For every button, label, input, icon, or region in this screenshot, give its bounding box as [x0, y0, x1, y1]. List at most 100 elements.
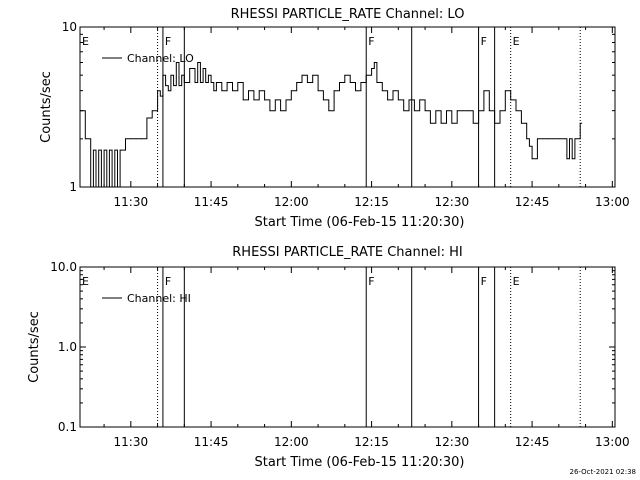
data-point [232, 90, 233, 92]
data-point [111, 186, 113, 188]
data-point [403, 110, 405, 112]
data-point [183, 82, 185, 83]
data-point [387, 99, 389, 101]
legend-label: Channel: LO [127, 52, 194, 65]
data-point [202, 68, 204, 69]
data-point [317, 90, 319, 92]
data-point [151, 110, 153, 112]
x-tick-label: 13:00 [595, 435, 630, 449]
y-axis-label: Counts/sec [39, 71, 54, 143]
data-point [84, 138, 86, 140]
data-point [413, 110, 415, 112]
data-point [446, 110, 447, 112]
data-point [242, 99, 244, 101]
data-point [90, 186, 92, 188]
data-point [170, 74, 172, 76]
data-point [333, 90, 335, 92]
data-point [79, 110, 81, 112]
data-point [483, 90, 485, 92]
data-point [537, 138, 538, 140]
x-tick-label: 12:30 [435, 195, 470, 209]
data-point [339, 82, 340, 83]
data-point [440, 122, 442, 124]
x-tick-label: 11:30 [114, 195, 149, 209]
data-point [114, 149, 116, 151]
data-point [301, 74, 303, 76]
data-point [312, 74, 314, 76]
panel-lo-channel: RHESSI PARTICLE_RATE Channel: LO 11:30 11:… [39, 7, 630, 230]
data-point [430, 122, 431, 124]
data-point [210, 82, 212, 83]
x-tick-label: 11:45 [194, 195, 229, 209]
data-point [520, 122, 522, 124]
data-point [221, 90, 223, 92]
data-point [510, 99, 512, 101]
data-point [435, 110, 437, 112]
data-point [269, 110, 271, 112]
data-point [159, 95, 161, 97]
data-point [208, 74, 209, 76]
panel-hi-channel: RHESSI PARTICLE_RATE Channel: HI 11:30 11:… [27, 245, 630, 470]
data-point [478, 110, 479, 112]
x-tick-label: 12:15 [354, 195, 389, 209]
chart-title: RHESSI PARTICLE_RATE Channel: LO [231, 7, 465, 22]
data-point [392, 90, 394, 92]
data-point [258, 90, 260, 92]
x-tick-label: 12:45 [515, 195, 550, 209]
data-point [456, 110, 458, 112]
data-point [189, 68, 191, 69]
data-point [504, 90, 506, 92]
data-point [141, 138, 142, 140]
data-point [488, 110, 490, 112]
data-point [515, 110, 517, 112]
data-point [344, 74, 346, 76]
x-tick-label: 12:30 [435, 435, 470, 449]
data-point [117, 186, 118, 188]
data-point [451, 122, 453, 124]
data-point [248, 90, 249, 92]
data-point [424, 110, 426, 112]
data-point [571, 158, 573, 160]
data-point [101, 186, 102, 188]
plot-frame [79, 26, 616, 188]
data-point [285, 99, 287, 101]
data-point [167, 90, 169, 92]
data-point [376, 82, 378, 83]
data-point [328, 110, 330, 112]
data-point [135, 138, 137, 140]
data-point [381, 90, 383, 92]
data-point [103, 149, 105, 151]
data-point [397, 99, 399, 101]
data-point [499, 110, 501, 112]
data-point [360, 82, 362, 83]
event-marker-e: E [513, 35, 520, 48]
data-point [173, 85, 175, 87]
data-point [162, 74, 164, 76]
data-point [467, 110, 469, 112]
event-marker-e: E [82, 35, 89, 48]
data-point [371, 68, 372, 69]
chart-title: RHESSI PARTICLE_RATE Channel: HI [232, 245, 462, 260]
x-tick-label: 11:30 [114, 435, 149, 449]
y-tick-label: 1 [69, 180, 77, 194]
data-point [106, 186, 108, 188]
data-point [296, 82, 298, 83]
data-point [213, 90, 215, 92]
data-point [199, 82, 201, 83]
data-point [175, 62, 177, 63]
data-point [274, 99, 276, 101]
data-point [194, 82, 196, 83]
event-marker-f: F [165, 275, 171, 288]
plot-frame [79, 266, 616, 428]
data-point [130, 138, 132, 140]
data-point [92, 149, 94, 151]
data-point [237, 82, 239, 83]
x-tick-label: 11:45 [194, 435, 229, 449]
event-marker-f: F [481, 275, 487, 288]
data-point [365, 74, 367, 76]
data-point [165, 85, 167, 87]
data-point [125, 138, 126, 140]
data-point [146, 117, 148, 119]
data-point [542, 138, 544, 140]
